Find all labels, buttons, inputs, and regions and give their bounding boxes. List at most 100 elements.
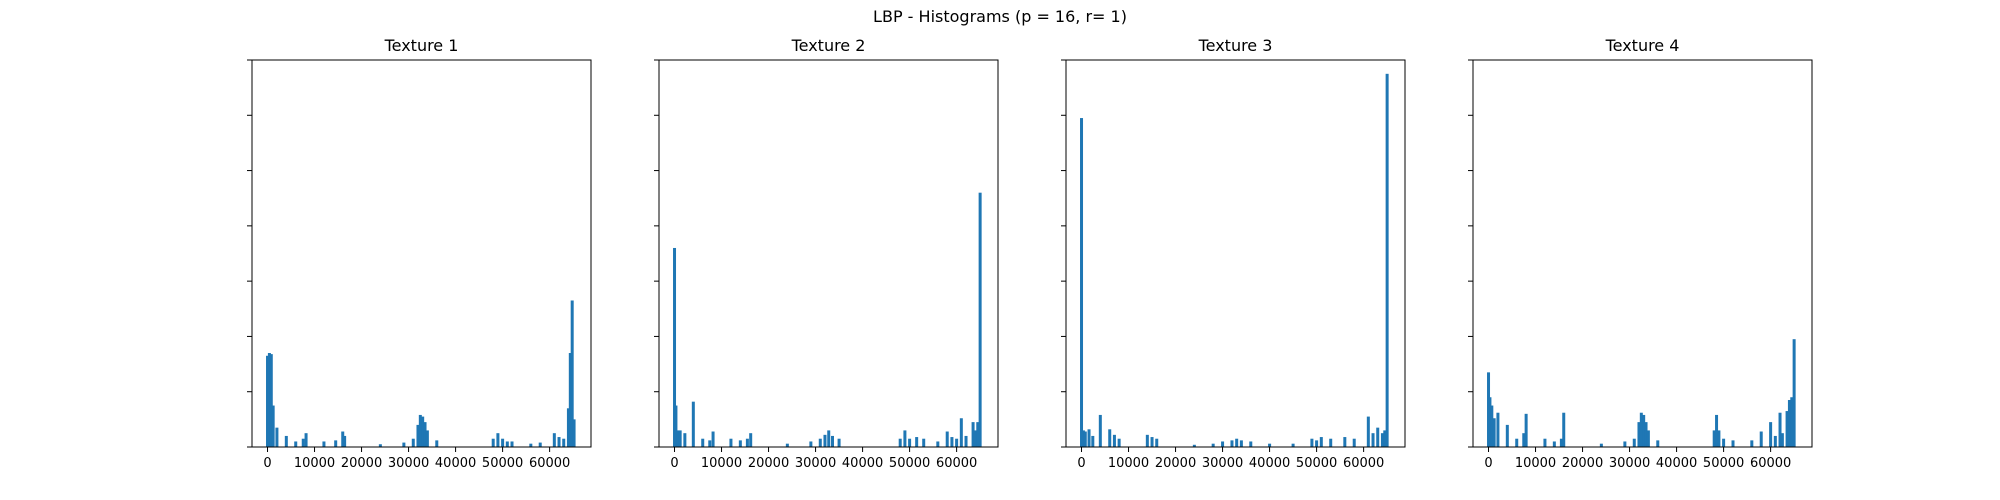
histogram-bar [1488,397,1492,447]
histogram-bar [1773,435,1777,447]
histogram-bar [676,430,680,447]
histogram-bar [1371,433,1375,447]
histogram-bar [538,442,542,447]
histogram-bar [425,430,429,447]
histogram-bar [691,401,695,447]
x-tick-label: 30000 [795,456,836,471]
histogram-bar [572,419,576,447]
histogram-bar [959,418,963,447]
histogram-bar [1352,438,1356,447]
histogram-bar [1792,339,1796,447]
histogram-bar [936,441,940,447]
histogram-bar [334,440,338,447]
subplot-texture-3: Texture 3 0 10000 20000 30000 40000 50000 60000 [1061,36,1406,471]
histogram-bar [1642,414,1646,447]
histogram-bar [529,443,533,447]
histogram-bar [950,437,954,447]
x-tick-label: 30000 [388,456,429,471]
histogram-bar [1780,433,1784,447]
histogram-bar [1731,440,1735,447]
x-tick-label: 10000 [294,456,335,471]
histogram-bar [1315,440,1319,447]
x-tick-label: 0 [1077,456,1085,471]
x-tick-label: 50000 [1296,456,1337,471]
histogram-bar [343,435,347,447]
histogram-bar [275,427,279,447]
histogram-bar [557,437,561,447]
histogram-bar [341,431,345,447]
histogram-bar [1117,438,1121,447]
histogram-bar [1599,443,1603,447]
histogram-bar [1623,441,1627,447]
histogram-bar [673,247,677,447]
histogram-bar [294,441,298,447]
histogram-bar [269,354,273,447]
histogram-bar [1230,440,1234,447]
histogram-bar [1343,437,1347,447]
histogram-bar [271,405,275,447]
histogram-bar [1083,431,1087,447]
histogram-bar [1524,413,1528,447]
histogram-bar [678,430,682,447]
histogram-bar [955,438,959,447]
histogram-bar [945,431,949,447]
figure-suptitle: LBP - Histograms (p = 16, r= 1) [873,7,1127,26]
histogram-bar [1385,73,1389,447]
histogram-bar [1722,438,1726,447]
histogram-bar [501,438,505,447]
histogram-bar [1239,440,1243,447]
x-tick-label: 40000 [1249,456,1290,471]
subplot-texture-2: Texture 2 0 10000 20000 30000 40000 50000 60000 [654,36,999,471]
histogram-bar [1632,438,1636,447]
histogram-bar [1145,434,1149,447]
histogram-bar [976,422,980,447]
histogram-bar [1562,412,1566,447]
histogram-bar [674,405,678,447]
histogram-bar [1759,431,1763,447]
x-tick-label: 10000 [701,456,742,471]
histogram-bar [284,435,288,447]
x-tick-label: 20000 [1562,456,1603,471]
histogram-bar [1329,438,1333,447]
histogram-bar [827,430,831,447]
histogram-bar [1235,438,1239,447]
histogram-bar [823,434,827,447]
x-tick-label: 50000 [1703,456,1744,471]
subplot-texture-4: Texture 4 0 10000 20000 30000 40000 50000 60000 [1468,36,1813,471]
histogram-bar [1637,422,1641,447]
histogram-bar [1112,434,1116,447]
histogram-bar [908,438,912,447]
histogram-bar [1319,437,1323,447]
x-tick-label: 0 [263,456,271,471]
histogram-bar [1155,438,1159,447]
axes-frame [1472,59,1813,448]
histogram-bar [1211,443,1215,447]
histogram-bar [1268,443,1272,447]
x-tick-label: 30000 [1202,456,1243,471]
x-tick-label: 40000 [1656,456,1697,471]
histogram-bar [1717,430,1721,447]
histogram-bar [973,430,977,447]
subplot-title: Texture 3 [1198,36,1273,55]
histogram-bar [1376,427,1380,447]
x-tick-label: 0 [1484,456,1492,471]
histogram-bar [809,441,813,447]
histogram-bar [749,433,753,447]
histogram-bar [562,438,566,447]
histogram-bar [1644,422,1648,447]
histogram-bar [1656,440,1660,447]
x-tick-label: 60000 [1750,456,1791,471]
histogram-bar [1496,412,1500,447]
x-tick-label: 60000 [936,456,977,471]
histogram-bar [1310,438,1314,447]
histogram-bar [301,438,305,447]
x-tick-label: 60000 [1343,456,1384,471]
histogram-bar [785,443,789,447]
histogram-bar [1081,430,1085,447]
histogram-bar [566,408,570,447]
histogram-bar [915,437,919,447]
histogram-bar [1150,437,1154,447]
histogram-bar [402,442,406,447]
histogram-bar [1249,441,1253,447]
histogram-bar [267,353,271,447]
